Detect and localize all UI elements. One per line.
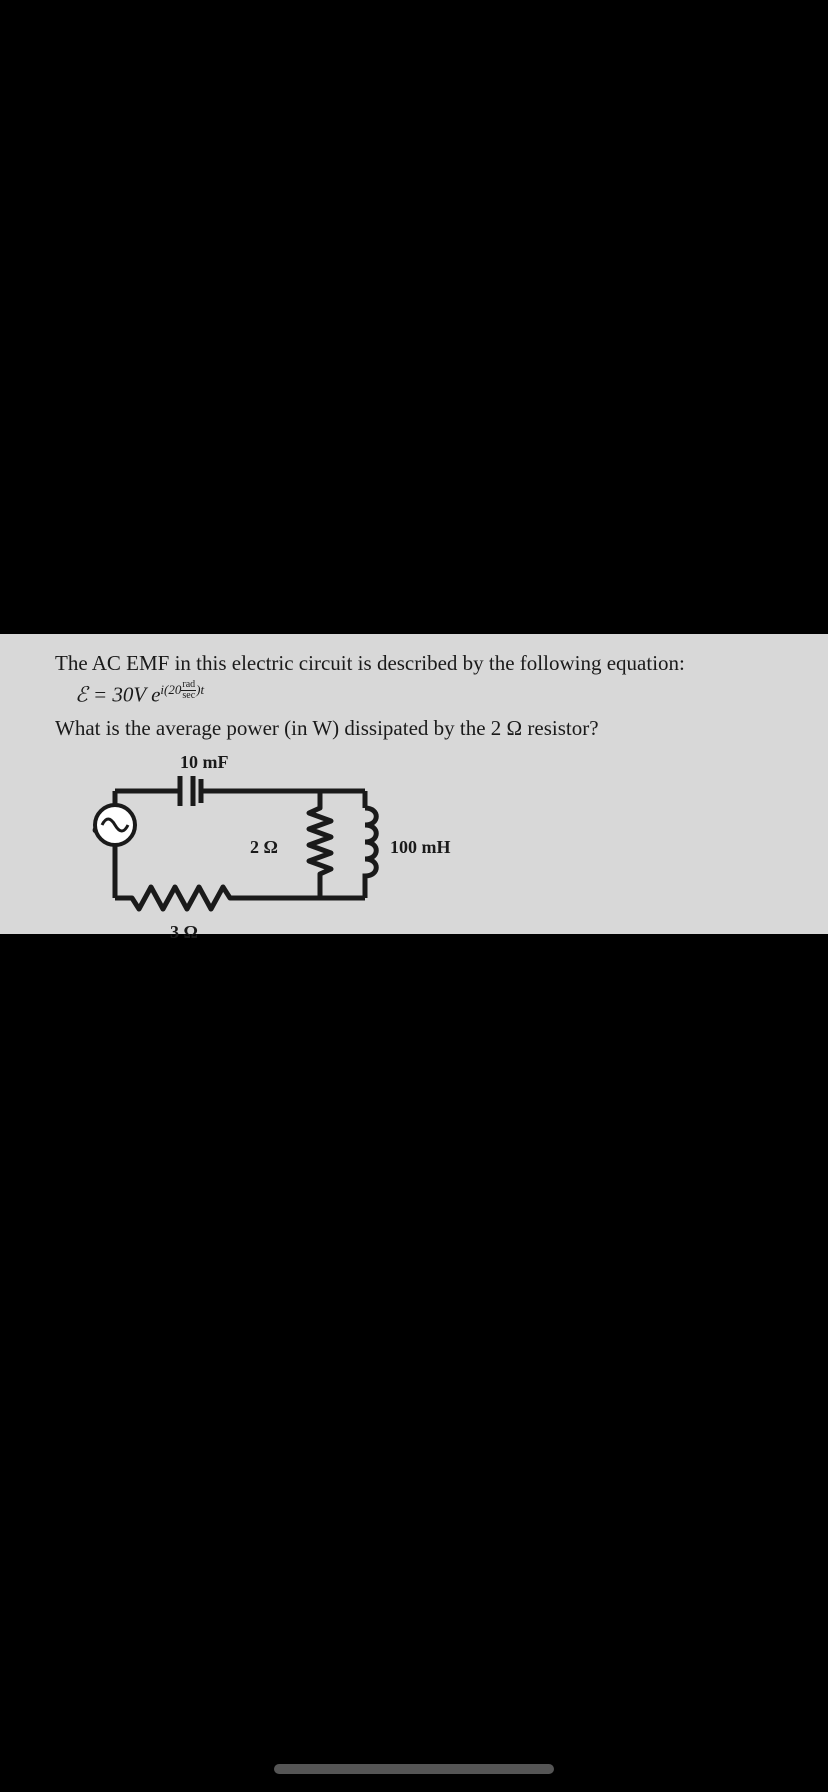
circuit-diagram: 10 mF ℰ 2 Ω [85,753,778,958]
question-text: What is the average power (in W) dissipa… [55,716,778,741]
capacitor-label: 10 mF [180,753,229,772]
resistor2-label: 3 Ω [170,922,198,942]
inductor-label: 100 mH [390,837,451,857]
equation-exponent: i(20radsec)t [160,682,204,697]
intro-text: The AC EMF in this electric circuit is d… [55,649,778,678]
equation-prefix: ℰ = 30V e [75,683,160,707]
problem-content: The AC EMF in this electric circuit is d… [0,634,828,934]
resistor1-label: 2 Ω [250,837,278,857]
equation: ℰ = 30V ei(20radsec)t [75,680,778,707]
home-indicator [274,1764,554,1774]
